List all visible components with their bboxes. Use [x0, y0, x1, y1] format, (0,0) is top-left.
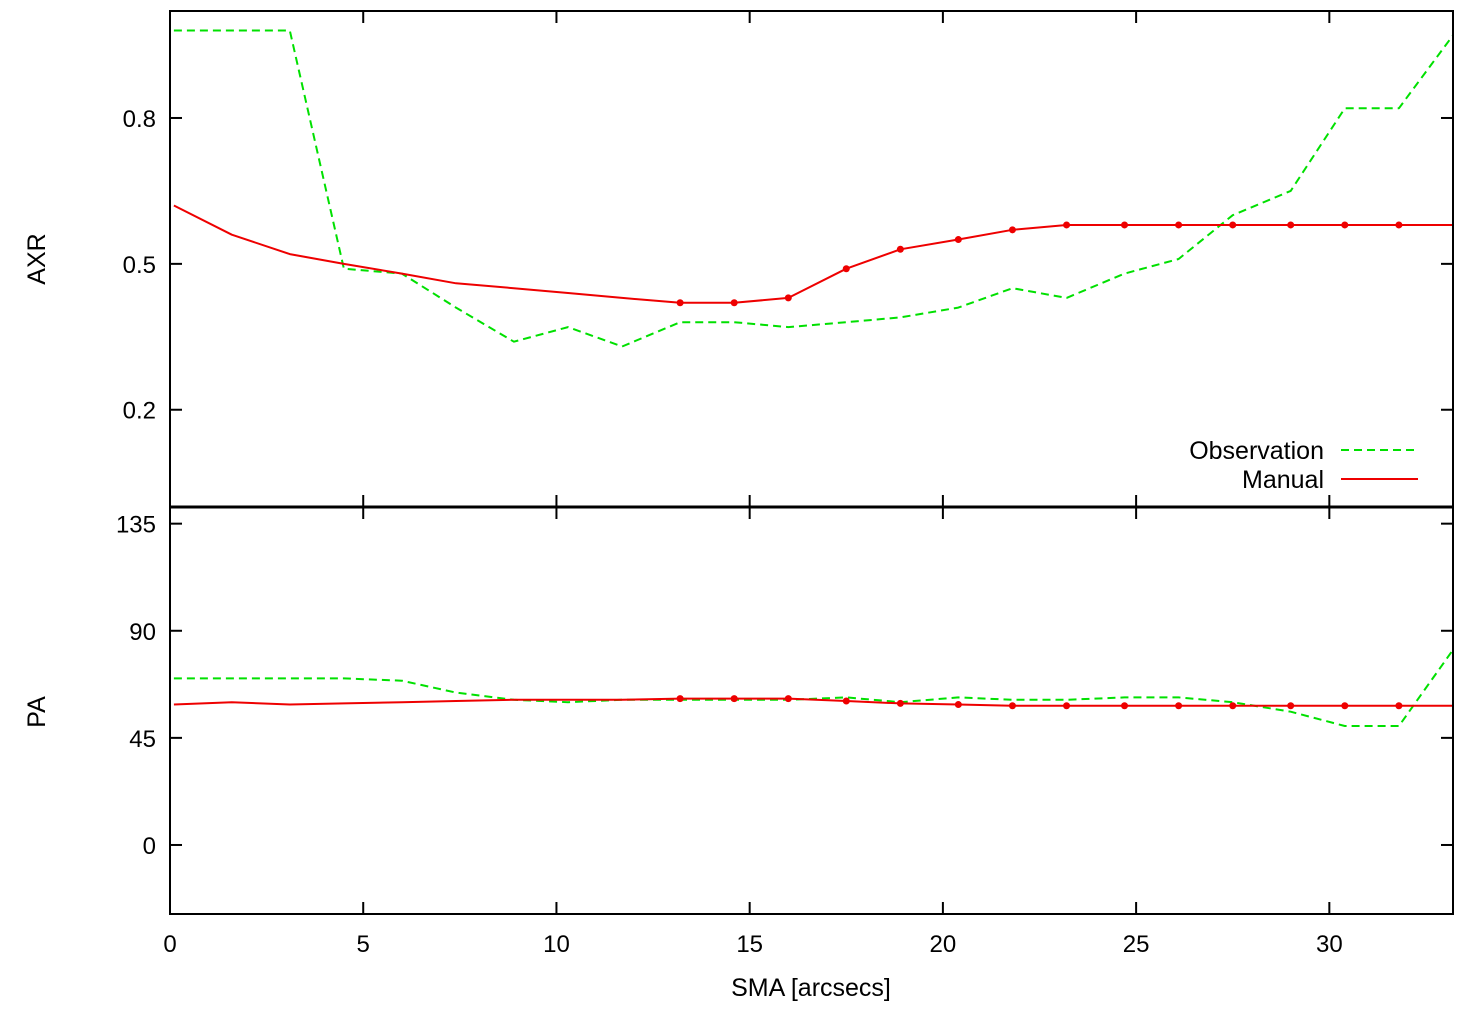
pa-panel: 0 45 90 135 0 5 10 15 20 25 30: [116, 507, 1454, 958]
xtick-label: 15: [736, 931, 763, 958]
pa-point-manual: [954, 701, 962, 709]
x-axis-title: SMA [arcsecs]: [731, 974, 891, 1002]
axr-series-observation: [173, 29, 1454, 348]
pa-point-manual: [896, 699, 904, 707]
xtick-label: 0: [163, 931, 176, 958]
axr-point-manual: [954, 236, 962, 244]
axr-point-manual: [1175, 221, 1183, 229]
bottom-ylabel: PA: [23, 696, 51, 728]
axr-point-manual: [1395, 221, 1403, 229]
pa-point-manual: [1287, 702, 1295, 710]
pa-series-manual: [173, 697, 1453, 707]
axr-point-manual: [1008, 226, 1016, 234]
top-ylabel: AXR: [23, 233, 51, 284]
xtick-label: 30: [1316, 931, 1343, 958]
pa-series-observation: [173, 649, 1454, 727]
xtick-label: 20: [930, 931, 957, 958]
pa-point-manual: [1121, 702, 1129, 710]
pa-point-manual: [1008, 702, 1016, 710]
axr-point-manual: [842, 265, 850, 273]
pa-point-manual: [1063, 702, 1071, 710]
xtick-label: 25: [1123, 931, 1150, 958]
pa-point-manual: [784, 695, 792, 703]
axr-ytick-label: 0.8: [123, 106, 156, 133]
legend-label-manual: Manual: [1242, 466, 1324, 494]
pa-point-manual: [1175, 702, 1183, 710]
axr-ytick-label: 0.5: [123, 252, 156, 279]
axr-point-manual: [730, 299, 738, 307]
pa-ytick-label: 90: [129, 619, 156, 646]
xtick-label: 5: [357, 931, 370, 958]
pa-ytick-label: 45: [129, 726, 156, 753]
pa-point-manual: [1395, 702, 1403, 710]
axr-point-manual: [896, 245, 904, 253]
axr-point-manual: [676, 299, 684, 307]
axr-point-manual: [1121, 221, 1129, 229]
pa-point-manual: [730, 695, 738, 703]
pa-point-manual: [1341, 702, 1349, 710]
pa-ytick-label: 0: [143, 833, 156, 860]
axr-point-manual: [1229, 221, 1237, 229]
pa-point-manual: [842, 697, 850, 705]
plot-frame: [169, 10, 1454, 915]
axr-ytick-label: 0.2: [123, 398, 156, 425]
pa-point-manual: [1229, 702, 1237, 710]
axr-point-manual: [1287, 221, 1295, 229]
axr-point-manual: [1341, 221, 1349, 229]
legend-label-observation: Observation: [1189, 437, 1324, 465]
pa-point-manual: [676, 695, 684, 703]
axr-point-manual: [784, 294, 792, 302]
axr-panel: 0.2 0.5 0.8: [123, 11, 1454, 507]
axr-series-manual: [173, 204, 1453, 304]
xtick-label: 10: [543, 931, 570, 958]
pa-ytick-label: 135: [116, 512, 156, 539]
axr-point-manual: [1063, 221, 1071, 229]
